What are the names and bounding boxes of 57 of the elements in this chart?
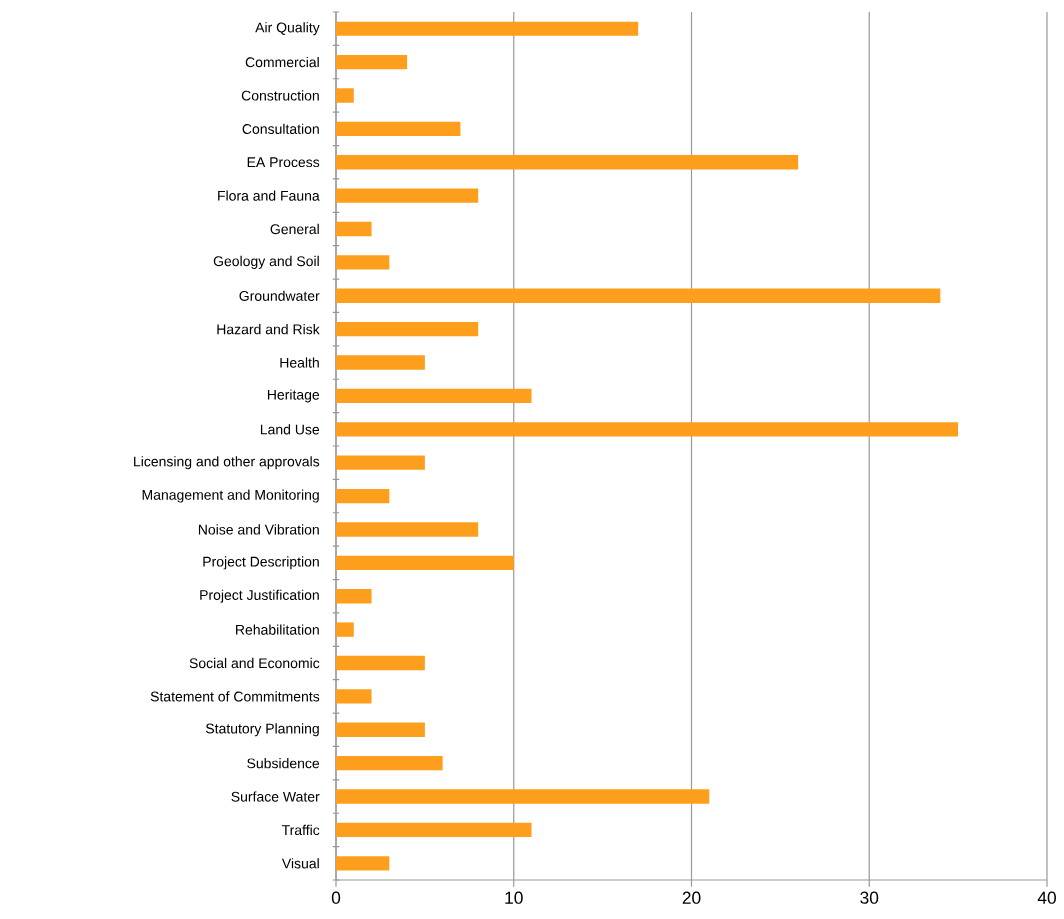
bar [336, 722, 425, 737]
x-tick-label: 40 [1037, 891, 1056, 904]
bar [336, 21, 639, 36]
bar [336, 755, 443, 771]
bar [336, 822, 532, 838]
bar [336, 689, 372, 704]
x-tick-label: 30 [860, 891, 879, 904]
y-tick-label: EA Process [247, 157, 320, 168]
y-tick-label: Project Description [203, 556, 319, 570]
bar [336, 321, 479, 337]
bar [336, 188, 479, 203]
y-tick-label: Land Use [260, 424, 320, 435]
y-tick-label: Flora and Fauna [218, 190, 320, 201]
bar [336, 655, 425, 671]
bar [336, 522, 479, 537]
x-tick-label: 0 [331, 891, 341, 904]
y-tick-label: Statutory Planning [205, 723, 319, 737]
bar [336, 88, 354, 103]
y-tick-label: Rehabilitation [236, 624, 319, 635]
y-tick-label: General [270, 223, 319, 235]
x-tick-label: 20 [682, 891, 701, 904]
bar [336, 622, 354, 637]
y-tick-label: Subsidence [247, 758, 320, 769]
y-tick-label: Statement of Commitments [150, 691, 320, 702]
y-tick-label: Consultation [242, 123, 319, 134]
bar [336, 288, 941, 303]
bar [336, 789, 710, 804]
y-tick-label: Commercial [245, 56, 319, 68]
bar [336, 221, 372, 237]
y-tick-label: Traffic [281, 824, 320, 836]
bar [336, 155, 799, 170]
bar [336, 255, 390, 270]
bar [336, 355, 425, 370]
y-tick-label: Air Quality [255, 22, 320, 36]
y-tick-label: Health [280, 357, 319, 368]
bar [336, 555, 514, 571]
y-tick-label: Hazard and Risk [217, 324, 320, 335]
bar [336, 54, 408, 70]
y-tick-label: Geology and Soil [213, 255, 319, 269]
y-tick-label: Licensing and other approvals [134, 456, 320, 470]
y-tick-label: Visual [281, 858, 319, 869]
y-tick-label: Heritage [267, 389, 320, 403]
y-tick-label: Groundwater [239, 290, 320, 301]
x-tick-label: 10 [505, 891, 523, 904]
bar [336, 388, 532, 404]
y-tick-label: Surface Water [231, 791, 320, 802]
bar [336, 589, 372, 604]
y-tick-label: Project Justification [200, 589, 319, 603]
y-tick-label: Management and Monitoring [142, 489, 319, 503]
bar [336, 455, 425, 470]
bar [336, 856, 390, 871]
y-tick-label: Social and Economic [189, 657, 320, 669]
y-tick-label: Noise and Vibration [198, 524, 319, 535]
bar [336, 121, 461, 137]
y-tick-label: Construction [241, 90, 319, 101]
bar [336, 488, 390, 504]
bar [336, 422, 959, 437]
